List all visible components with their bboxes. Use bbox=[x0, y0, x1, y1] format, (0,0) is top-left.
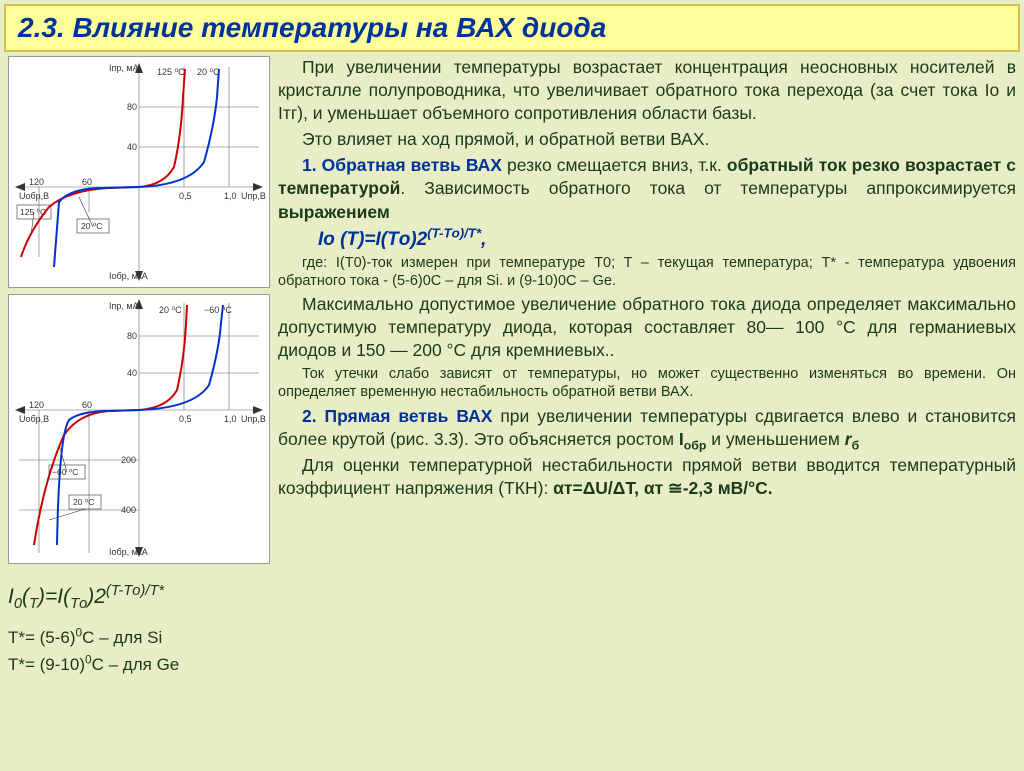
h1d: . Зависимость обратного тока от температ… bbox=[400, 178, 1016, 198]
svg-text:400: 400 bbox=[121, 505, 136, 515]
h2a: 2. Прямая ветвь ВАХ bbox=[302, 406, 492, 426]
svg-text:125 ⁰C: 125 ⁰C bbox=[157, 67, 185, 77]
section-2: 2. Прямая ветвь ВАХ при увеличении темпе… bbox=[278, 405, 1016, 451]
h2e: rб bbox=[845, 429, 859, 449]
f-seg: )=I( bbox=[38, 585, 70, 608]
svg-text:200: 200 bbox=[121, 455, 136, 465]
para-5: Для оценки температурной нестабильности … bbox=[278, 454, 1016, 500]
right-column: При увеличении температуры возрастает ко… bbox=[278, 56, 1016, 678]
section-1: 1. Обратная ветвь ВАХ резко смещается вн… bbox=[278, 154, 1016, 223]
h2c-s: обр bbox=[684, 438, 707, 452]
svg-text:120: 120 bbox=[29, 177, 44, 187]
title-bar: 2.3. Влияние температуры на ВАХ диода bbox=[4, 4, 1020, 52]
svg-text:80: 80 bbox=[127, 331, 137, 341]
fc2: (T-Tо)/T* bbox=[427, 225, 481, 240]
svg-text:40: 40 bbox=[127, 368, 137, 378]
f-seg: ( bbox=[22, 585, 29, 608]
svg-text:40: 40 bbox=[127, 142, 137, 152]
svg-text:−60 ⁰C: −60 ⁰C bbox=[204, 305, 232, 315]
left-line-2: T*= (9-10)0С – для Ge bbox=[8, 651, 270, 678]
para-3: Максимально допустимое увеличение обратн… bbox=[278, 293, 1016, 362]
svg-text:Uпр,В: Uпр,В bbox=[241, 191, 266, 201]
fc3: , bbox=[481, 229, 486, 250]
h2d: и уменьшением bbox=[706, 429, 844, 449]
svg-text:Iпр, мA: Iпр, мA bbox=[109, 63, 139, 73]
h2e-s: б bbox=[852, 438, 860, 452]
t-seg: 0 bbox=[85, 652, 92, 666]
svg-text:20 ⁰C: 20 ⁰C bbox=[197, 67, 220, 77]
svg-text:1,0: 1,0 bbox=[224, 191, 237, 201]
left-line-1: T*= (5-6)0С – для Si bbox=[8, 624, 270, 651]
p5b: αт=ΔU/ΔT, αт ≅-2,3 мВ/°С. bbox=[553, 478, 773, 498]
h2c: Iобр bbox=[679, 429, 706, 449]
formula-explain: где: I(T0)-ток измерен при температуре T… bbox=[278, 254, 1016, 290]
left-formula-block: I0(T)=I(Tо)2(T-Tо)/T* T*= (5-6)0С – для … bbox=[8, 580, 270, 678]
svg-text:20 ⁰C: 20 ⁰C bbox=[73, 497, 94, 507]
svg-text:0,5: 0,5 bbox=[179, 191, 192, 201]
left-column: Iпр, мA 40 80 0,5 1,0 Uпр,В 60 120 Uобр,… bbox=[8, 56, 270, 678]
svg-text:1,0: 1,0 bbox=[224, 414, 237, 424]
f-seg: 0 bbox=[14, 596, 22, 612]
f-seg: )2 bbox=[87, 585, 106, 608]
para-2: Это влияет на ход прямой, и обратной вет… bbox=[278, 128, 1016, 151]
fc1: Iо (T)=I(Tо)2 bbox=[318, 229, 427, 250]
h2e-i: r bbox=[845, 429, 852, 449]
f-seg: (T-Tо)/T* bbox=[106, 583, 164, 599]
svg-text:80: 80 bbox=[127, 102, 137, 112]
left-formula: I0(T)=I(Tо)2(T-Tо)/T* bbox=[8, 580, 270, 614]
svg-text:Uпр,В: Uпр,В bbox=[241, 414, 266, 424]
h1e: выражением bbox=[278, 202, 390, 222]
content-area: Iпр, мA 40 80 0,5 1,0 Uпр,В 60 120 Uобр,… bbox=[0, 56, 1024, 678]
t-seg: С – для Si bbox=[82, 628, 162, 647]
h1b: резко смещается вниз, т.к. bbox=[502, 155, 727, 175]
svg-text:60: 60 bbox=[82, 400, 92, 410]
t-seg: T*= (5-6) bbox=[8, 628, 76, 647]
svg-text:Uобр,В: Uобр,В bbox=[19, 414, 49, 424]
t-seg: T*= (9-10) bbox=[8, 655, 85, 674]
f-seg: T bbox=[29, 596, 38, 612]
svg-text:Iобр, мкA: Iобр, мкA bbox=[109, 271, 148, 281]
page-title: 2.3. Влияние температуры на ВАХ диода bbox=[18, 12, 1006, 44]
center-formula: Iо (T)=I(Tо)2(T-Tо)/T*, bbox=[278, 227, 1016, 252]
chart-2: Iпр, мA 40 80 0,5 1,0 Uпр,В 60 120 Uобр,… bbox=[8, 294, 270, 564]
svg-text:0,5: 0,5 bbox=[179, 414, 192, 424]
para-4: Ток утечки слабо зависят от температуры,… bbox=[278, 365, 1016, 401]
para-1: При увеличении температуры возрастает ко… bbox=[278, 56, 1016, 125]
svg-text:120: 120 bbox=[29, 400, 44, 410]
svg-text:20 ⁰C: 20 ⁰C bbox=[81, 221, 102, 231]
t-seg: С – для Ge bbox=[92, 655, 180, 674]
svg-text:Uобр,В: Uобр,В bbox=[19, 191, 49, 201]
svg-text:20 ⁰C: 20 ⁰C bbox=[159, 305, 182, 315]
h1a: 1. Обратная ветвь ВАХ bbox=[302, 155, 502, 175]
svg-text:Iпр, мA: Iпр, мA bbox=[109, 301, 139, 311]
chart-1: Iпр, мA 40 80 0,5 1,0 Uпр,В 60 120 Uобр,… bbox=[8, 56, 270, 288]
svg-text:−60 ⁰C: −60 ⁰C bbox=[52, 467, 78, 477]
svg-text:60: 60 bbox=[82, 177, 92, 187]
f-seg: Tо bbox=[70, 596, 87, 612]
svg-text:Iобр, мкA: Iобр, мкA bbox=[109, 547, 148, 557]
